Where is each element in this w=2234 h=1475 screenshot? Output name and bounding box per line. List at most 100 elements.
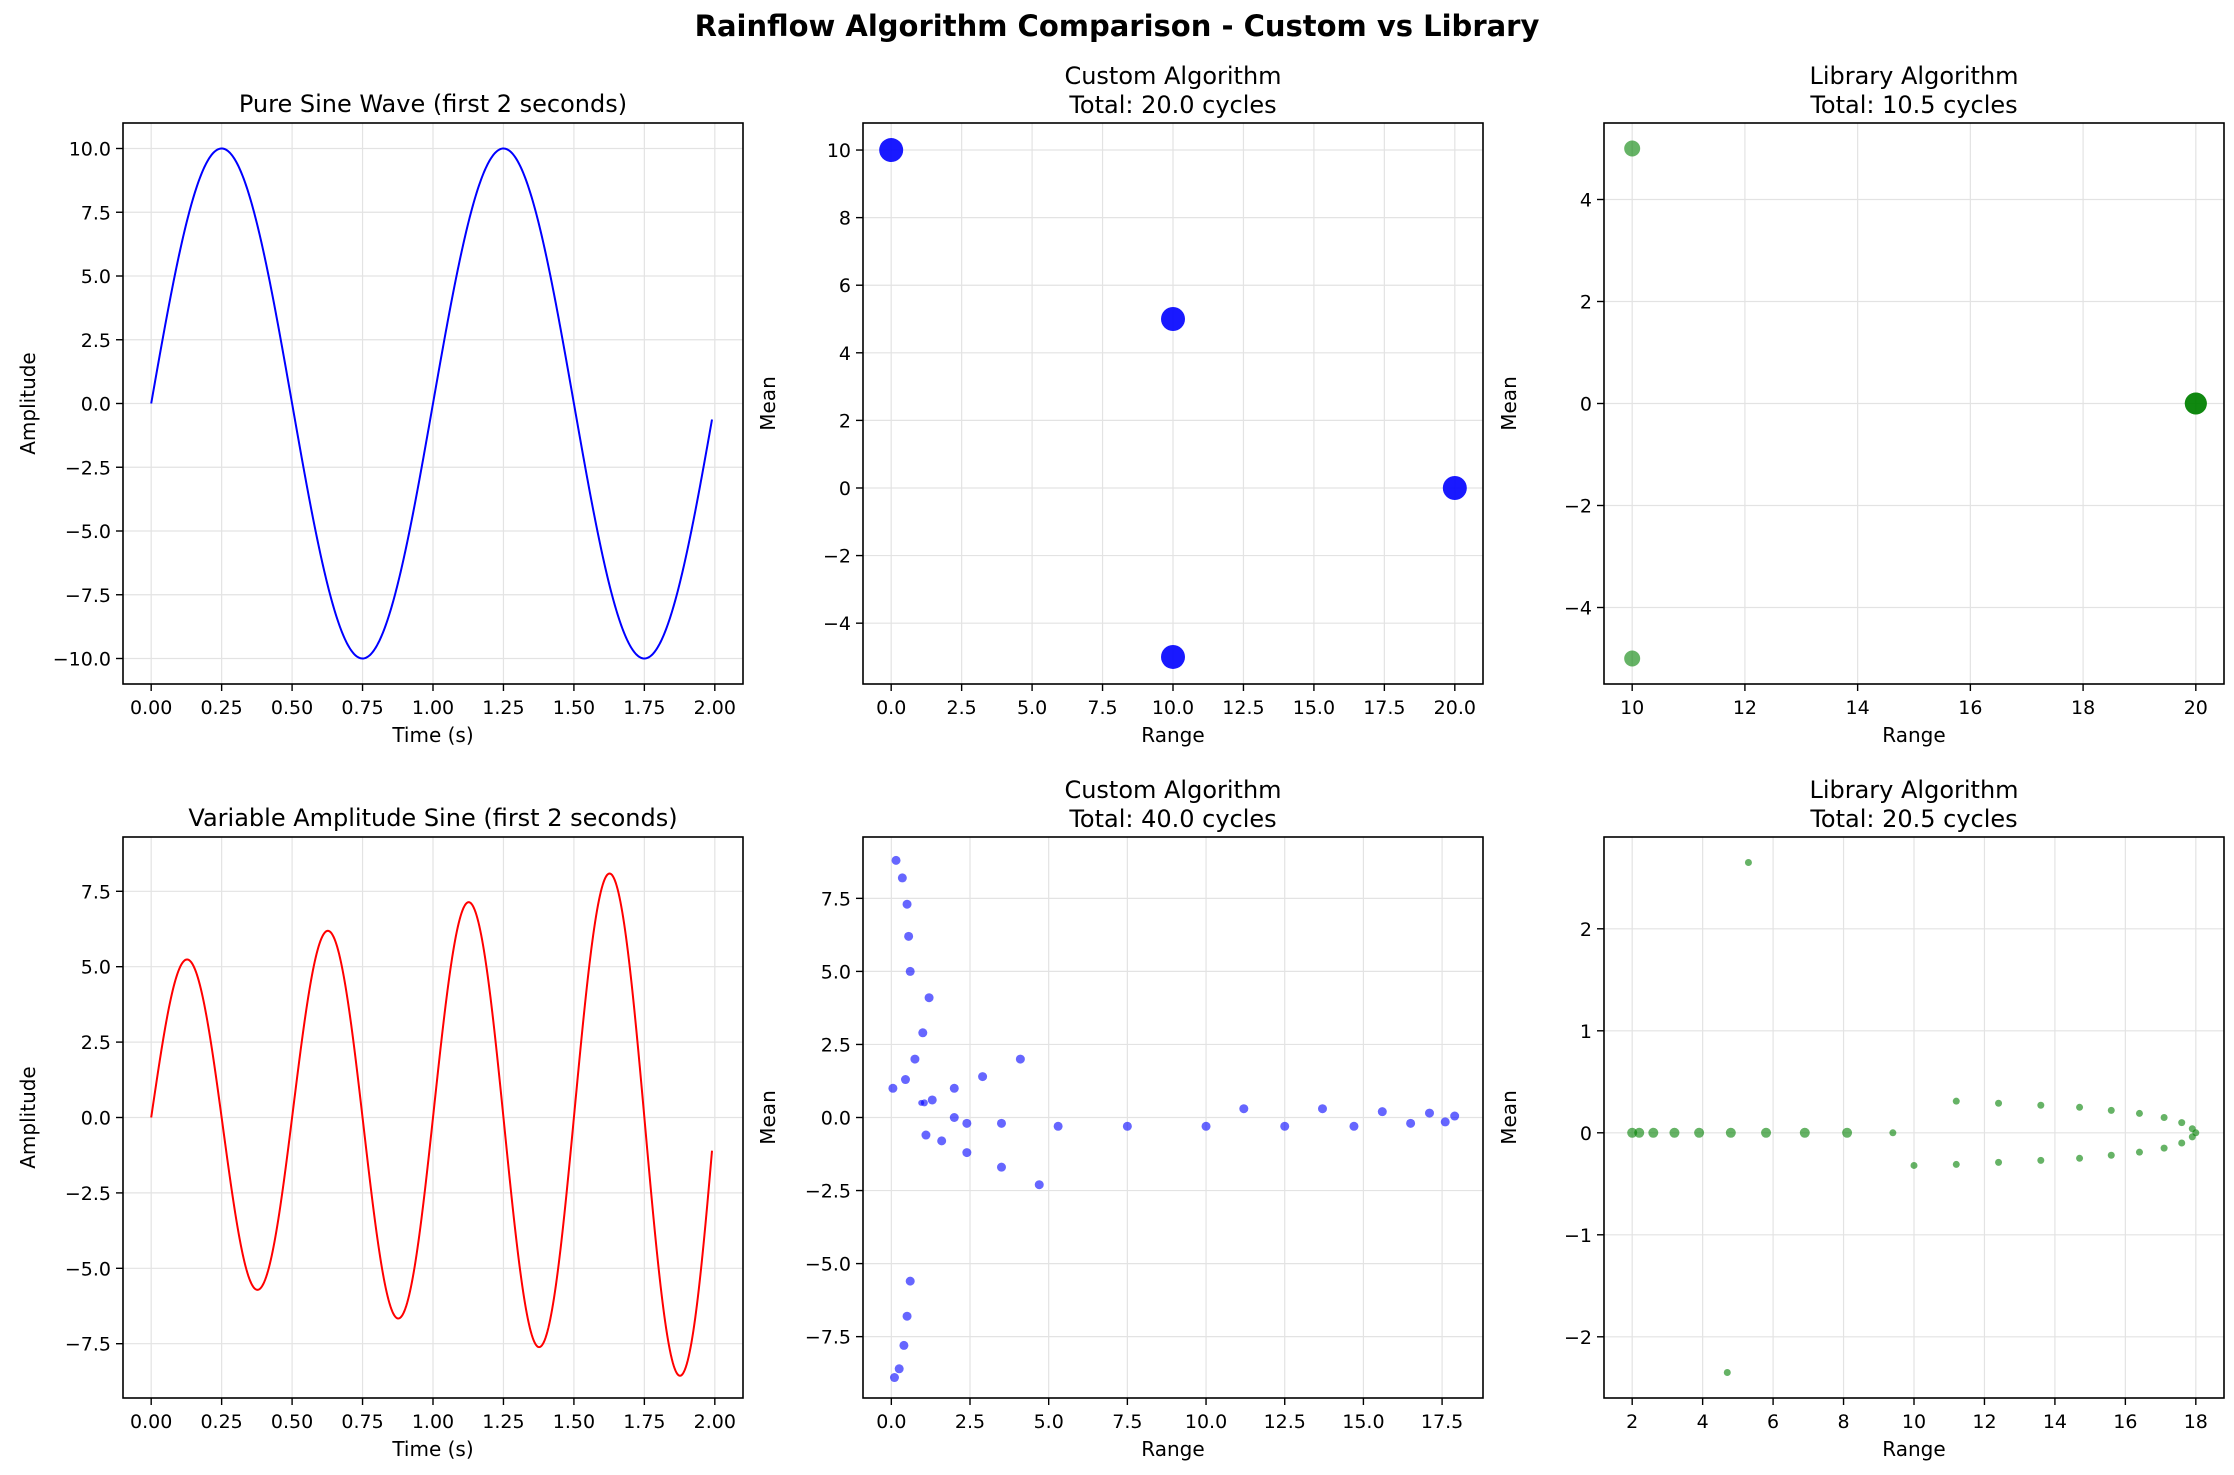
plot-area <box>1624 140 2207 667</box>
chart-title: Pure Sine Wave (first 2 seconds) <box>239 90 627 118</box>
data-point <box>1889 1129 1897 1137</box>
x-tick-label: 15.0 <box>1342 1411 1384 1433</box>
x-axis-label: Time (s) <box>391 1437 473 1461</box>
data-point <box>879 138 904 163</box>
data-point <box>962 1148 972 1158</box>
y-tick-label: 0.0 <box>81 394 111 416</box>
x-tick-label: 12 <box>1972 1411 1996 1433</box>
data-point <box>1201 1121 1211 1131</box>
data-point <box>1952 1160 1960 1168</box>
data-point <box>978 1072 988 1082</box>
y-tick-label: −7.5 <box>65 1334 111 1356</box>
x-tick-label: 2.00 <box>694 697 736 719</box>
x-tick-label: 7.5 <box>1112 1411 1142 1433</box>
data-point <box>1015 1054 1025 1064</box>
y-tick-label: −4 <box>823 613 851 635</box>
x-tick-label: 5.0 <box>1034 1411 1064 1433</box>
x-tick-label: 1.75 <box>623 697 665 719</box>
x-tick-label: 12.5 <box>1222 697 1264 719</box>
data-point <box>918 1099 925 1106</box>
data-point <box>996 1162 1006 1172</box>
data-point <box>924 993 934 1003</box>
data-point <box>900 1075 910 1085</box>
data-point <box>897 873 907 883</box>
data-point <box>905 1276 915 1286</box>
x-tick-label: 0.00 <box>130 697 172 719</box>
y-tick-label: 7.5 <box>81 202 111 224</box>
x-axis-label: Range <box>1141 723 1204 747</box>
x-tick-label: 1.50 <box>553 1411 595 1433</box>
x-tick-label: 16 <box>1958 697 1982 719</box>
series-line <box>150 147 713 660</box>
x-tick-label: 1.25 <box>482 697 524 719</box>
y-tick-label: 2.5 <box>821 1034 851 1056</box>
x-tick-label: 2.5 <box>947 697 977 719</box>
y-tick-label: 7.5 <box>81 881 111 903</box>
chart-sine2: 0.00 0.25 0.50 0.75 1.00 1.25 1.50 1.75 2.00 −7.5… <box>16 804 744 1461</box>
data-point <box>996 1118 1006 1128</box>
x-axis-label: Time (s) <box>391 723 473 747</box>
x-axis-label: Range <box>1882 1437 1945 1461</box>
y-tick-label: −2.5 <box>805 1181 851 1203</box>
data-point <box>2135 1148 2143 1156</box>
plot-area <box>888 855 1460 1383</box>
data-point <box>1624 650 1641 667</box>
plot-area <box>150 872 713 1377</box>
data-point <box>889 1373 899 1383</box>
data-point <box>1424 1108 1434 1118</box>
y-tick-label: −7.5 <box>65 585 111 607</box>
data-point <box>894 1364 904 1374</box>
data-point <box>2184 392 2207 415</box>
data-point <box>949 1083 959 1093</box>
x-tick-label: 2 <box>1626 1411 1638 1433</box>
y-tick-label: 10 <box>827 140 851 162</box>
x-tick-label: 1.00 <box>412 1411 454 1433</box>
y-tick-label: −7.5 <box>805 1327 851 1349</box>
y-tick-label: −2 <box>1564 496 1592 518</box>
x-tick-label: 1.75 <box>623 1411 665 1433</box>
y-tick-label: 0.0 <box>81 1108 111 1130</box>
x-tick-label: 20.0 <box>1434 697 1476 719</box>
y-tick-label: 4 <box>839 343 851 365</box>
data-point <box>2178 1139 2186 1147</box>
x-tick-label: 10.0 <box>1152 697 1194 719</box>
y-tick-label: 0.0 <box>821 1108 851 1130</box>
x-tick-label: 17.5 <box>1421 1411 1463 1433</box>
data-point <box>1161 307 1185 332</box>
y-tick-label: 1 <box>1580 1021 1592 1043</box>
x-tick-label: 0.0 <box>876 1411 906 1433</box>
chart-custom2: 0.0 2.5 5.0 7.5 10.0 12.5 15.0 17.5 −7.5 −5.0 −2.5… <box>756 776 1484 1461</box>
x-axis-label: Range <box>1882 723 1945 747</box>
data-point <box>1723 1369 1731 1376</box>
y-tick-label: −2 <box>1564 1327 1592 1349</box>
chart-title: Library Algorithm Total: 20.5 cycles <box>1809 776 2018 833</box>
chart-custom1: 0.0 2.5 5.0 7.5 10.0 12.5 15.0 17.5 20.0 −4 −2 0 2 4 6… <box>756 62 1484 747</box>
data-point <box>1627 1127 1638 1138</box>
y-tick-label: −5.0 <box>65 521 111 543</box>
data-point <box>904 931 914 941</box>
data-point <box>1122 1121 1132 1131</box>
x-tick-label: 8 <box>1837 1411 1849 1433</box>
data-point <box>1280 1121 1290 1131</box>
data-point <box>1995 1099 2003 1107</box>
data-point <box>902 899 912 909</box>
data-point <box>927 1095 937 1105</box>
data-point <box>2192 1129 2200 1137</box>
data-point <box>1349 1121 1359 1131</box>
y-tick-label: 6 <box>839 275 851 297</box>
y-tick-label: −4 <box>1564 598 1592 620</box>
x-tick-label: 0.25 <box>200 697 242 719</box>
x-tick-label: 10.0 <box>1185 1411 1227 1433</box>
data-point <box>1725 1127 1736 1138</box>
data-point <box>937 1136 947 1146</box>
data-point <box>1648 1127 1659 1138</box>
x-tick-label: 7.5 <box>1087 697 1117 719</box>
y-axis-label: Mean <box>756 1090 780 1145</box>
y-axis-label: Mean <box>1497 1090 1521 1145</box>
y-tick-label: 0 <box>1580 394 1592 416</box>
y-tick-label: 2.5 <box>81 330 111 352</box>
x-tick-label: 5.0 <box>1017 697 1047 719</box>
data-point <box>1952 1097 1960 1105</box>
x-tick-label: 0.50 <box>271 1411 313 1433</box>
